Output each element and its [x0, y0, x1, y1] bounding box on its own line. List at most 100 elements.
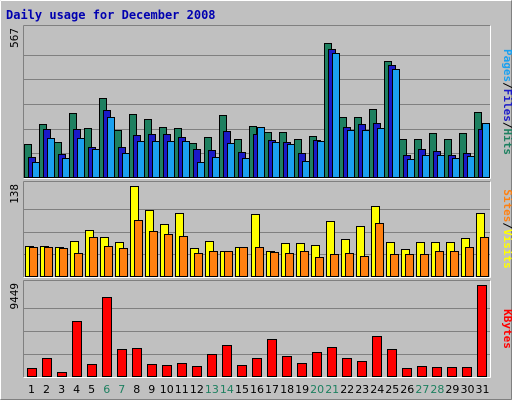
bar-sites-17 — [270, 252, 279, 277]
x-tick-7: 7 — [118, 383, 125, 396]
bar-sites-7 — [119, 248, 128, 277]
bar-kbytes-9 — [147, 364, 157, 377]
bar-sites-14 — [224, 251, 233, 277]
x-tick-19: 19 — [295, 383, 309, 396]
bar-pages-9 — [152, 141, 160, 178]
bar-kbytes-29 — [447, 367, 457, 377]
x-tick-9: 9 — [148, 383, 155, 396]
bar-kbytes-24 — [372, 336, 382, 377]
x-tick-1: 1 — [28, 383, 35, 396]
bar-kbytes-27 — [417, 366, 427, 377]
bar-kbytes-6 — [102, 297, 112, 377]
panel-visits-sites: 138 Sites/Visits — [8, 181, 512, 278]
bar-sites-27 — [420, 254, 429, 277]
bar-pages-7 — [122, 153, 130, 178]
bar-kbytes-17 — [267, 339, 277, 377]
bar-pages-24 — [377, 128, 385, 178]
x-tick-12: 12 — [190, 383, 204, 396]
bar-pages-13 — [212, 157, 220, 178]
bar-sites-16 — [255, 247, 264, 277]
bar-pages-6 — [107, 117, 115, 178]
bar-pages-19 — [302, 161, 310, 178]
ymax-label-kbytes: 9449 — [8, 283, 21, 310]
bar-sites-12 — [194, 253, 203, 277]
bar-kbytes-5 — [87, 364, 97, 377]
bar-kbytes-12 — [192, 366, 202, 377]
ymax-label-hits-files-pages: 567 — [8, 28, 21, 48]
bar-kbytes-2 — [42, 358, 52, 377]
bar-pages-21 — [332, 53, 340, 178]
bar-sites-26 — [405, 254, 414, 277]
x-tick-13: 13 — [205, 383, 219, 396]
bar-sites-13 — [209, 251, 218, 277]
side-legend-item: Sites — [501, 189, 512, 222]
bar-sites-30 — [465, 247, 474, 277]
bar-pages-5 — [92, 149, 100, 178]
x-axis: 1 2 3 4 5 6 7 8 9 10 11 12 13 14 15 16 17 18 19 20 21 22 23 24 2… — [28, 383, 490, 396]
bar-sites-11 — [179, 236, 188, 277]
bar-sites-23 — [360, 256, 369, 277]
side-legend-hits-files-pages: Pages/Files/Hits — [501, 49, 512, 155]
bar-kbytes-28 — [432, 367, 442, 377]
chart-panels: 567 Pages/Files/Hits 138 Sites/Visits 9449 KB… — [8, 25, 512, 378]
x-tick-5: 5 — [88, 383, 95, 396]
ymax-label-visits-sites: 138 — [8, 184, 21, 204]
bar-kbytes-16 — [252, 358, 262, 377]
x-tick-2: 2 — [43, 383, 50, 396]
x-tick-25: 25 — [385, 383, 399, 396]
side-legend-item: Files — [501, 89, 512, 122]
x-tick-21: 21 — [325, 383, 339, 396]
x-tick-31: 31 — [476, 383, 490, 396]
bar-pages-17 — [272, 142, 280, 178]
bar-kbytes-21 — [327, 347, 337, 377]
bar-pages-14 — [227, 143, 235, 178]
bar-kbytes-15 — [237, 365, 247, 377]
bar-sites-20 — [315, 257, 324, 277]
side-legend-item: Pages — [501, 49, 512, 82]
bar-kbytes-26 — [402, 368, 412, 377]
bar-kbytes-23 — [357, 361, 367, 377]
x-tick-16: 16 — [250, 383, 264, 396]
bar-sites-8 — [134, 220, 143, 277]
chart-title: Daily usage for December 2008 — [6, 8, 216, 22]
bar-pages-18 — [287, 144, 295, 178]
x-tick-30: 30 — [461, 383, 475, 396]
bar-pages-30 — [467, 156, 475, 178]
bar-pages-28 — [437, 155, 445, 178]
bar-kbytes-10 — [162, 365, 172, 377]
x-tick-26: 26 — [400, 383, 414, 396]
bar-pages-27 — [422, 155, 430, 178]
bar-kbytes-22 — [342, 358, 352, 377]
x-tick-14: 14 — [220, 383, 234, 396]
bar-pages-20 — [317, 141, 325, 178]
x-tick-15: 15 — [235, 383, 249, 396]
bar-pages-26 — [407, 159, 415, 178]
bar-sites-18 — [285, 253, 294, 277]
x-tick-10: 10 — [160, 383, 174, 396]
side-legend-visits-sites: Sites/Visits — [501, 189, 512, 269]
bar-pages-11 — [182, 141, 190, 178]
x-tick-11: 11 — [175, 383, 189, 396]
bar-sites-24 — [375, 223, 384, 277]
x-tick-8: 8 — [133, 383, 140, 396]
bar-pages-10 — [167, 141, 175, 178]
bar-sites-10 — [164, 234, 173, 277]
bar-sites-2 — [44, 247, 53, 277]
bar-pages-29 — [452, 158, 460, 178]
bar-pages-8 — [137, 141, 145, 178]
bar-sites-4 — [74, 253, 83, 277]
bar-sites-3 — [59, 248, 68, 277]
side-legend-item: / — [501, 82, 512, 89]
bar-kbytes-1 — [27, 368, 37, 377]
bar-kbytes-14 — [222, 345, 232, 377]
bar-kbytes-30 — [462, 367, 472, 377]
side-legend-item: / — [501, 122, 512, 129]
x-tick-6: 6 — [103, 383, 110, 396]
bar-pages-1 — [32, 162, 40, 178]
bar-pages-15 — [242, 158, 250, 178]
bar-sites-15 — [239, 247, 248, 277]
bar-pages-22 — [347, 130, 355, 178]
x-tick-22: 22 — [340, 383, 354, 396]
side-legend-item: KBytes — [501, 309, 512, 349]
